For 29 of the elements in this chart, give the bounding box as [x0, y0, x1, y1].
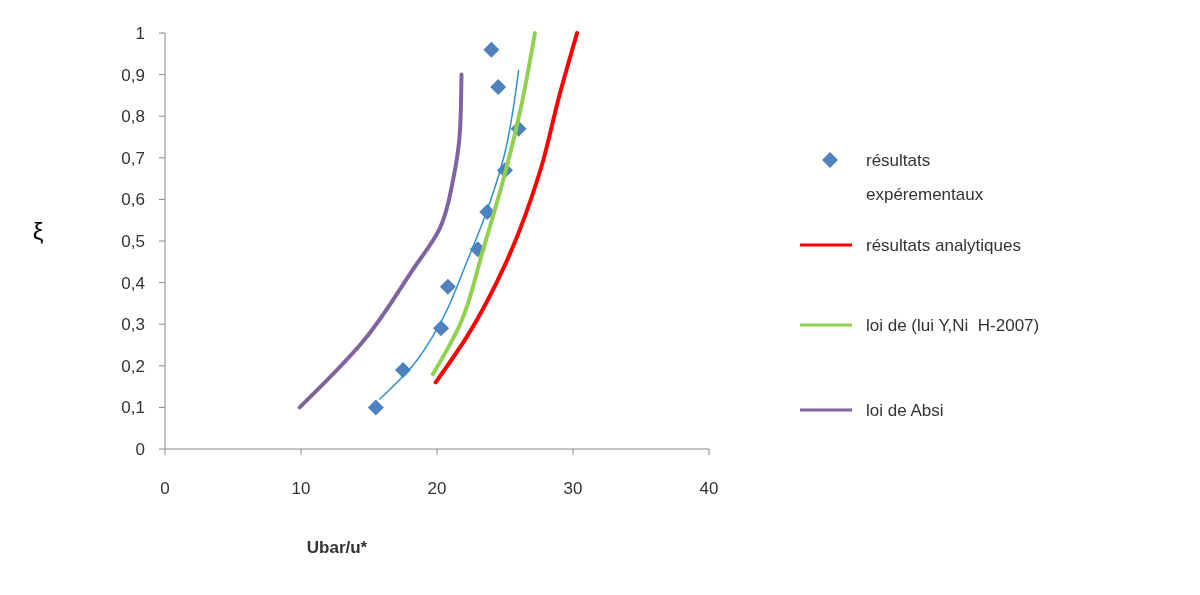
x-tick-label: 0: [160, 479, 170, 498]
y-tick-label: 0,8: [121, 107, 145, 127]
line-series: [430, 31, 537, 377]
point: [367, 399, 384, 416]
y-tick-label: 0,1: [121, 398, 145, 418]
point: [483, 41, 500, 58]
x-tick-label: 40: [699, 479, 719, 498]
line-series: [297, 72, 464, 410]
x-tick-label: 10: [291, 479, 311, 498]
y-tick-label: 0,3: [121, 315, 145, 335]
point: [490, 79, 507, 96]
point: [439, 278, 456, 295]
legend-label: résultats analytiques: [866, 235, 1021, 255]
y-tick-label: 0,9: [121, 65, 145, 85]
legend-label: loi de Absi: [866, 400, 944, 420]
y-tick-label: 0,5: [121, 231, 145, 251]
legend-label: loi de (lui Y,Ni H-2007): [866, 315, 1040, 335]
y-axis-title: ξ: [32, 218, 44, 245]
y-tick-label: 1: [135, 23, 145, 43]
line-series: [433, 31, 580, 385]
x-axis-title: Ubar/u*: [306, 538, 368, 557]
x-tick-label: 20: [427, 479, 447, 498]
y-tick-label: 0,7: [121, 148, 145, 168]
y-tick-label: 0,4: [121, 273, 145, 293]
y-tick-label: 0: [135, 439, 145, 459]
y-tick-label: 0,6: [121, 190, 145, 210]
y-tick-label: 0,2: [121, 356, 145, 376]
legend-label: résultats expérementaux: [866, 150, 984, 204]
x-tick-label: 30: [563, 479, 583, 498]
